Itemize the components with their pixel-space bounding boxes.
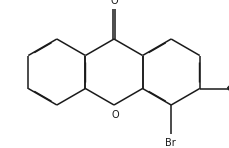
Text: Br: Br [165,138,176,148]
Text: O: O [110,0,118,6]
Text: O: O [111,110,119,120]
